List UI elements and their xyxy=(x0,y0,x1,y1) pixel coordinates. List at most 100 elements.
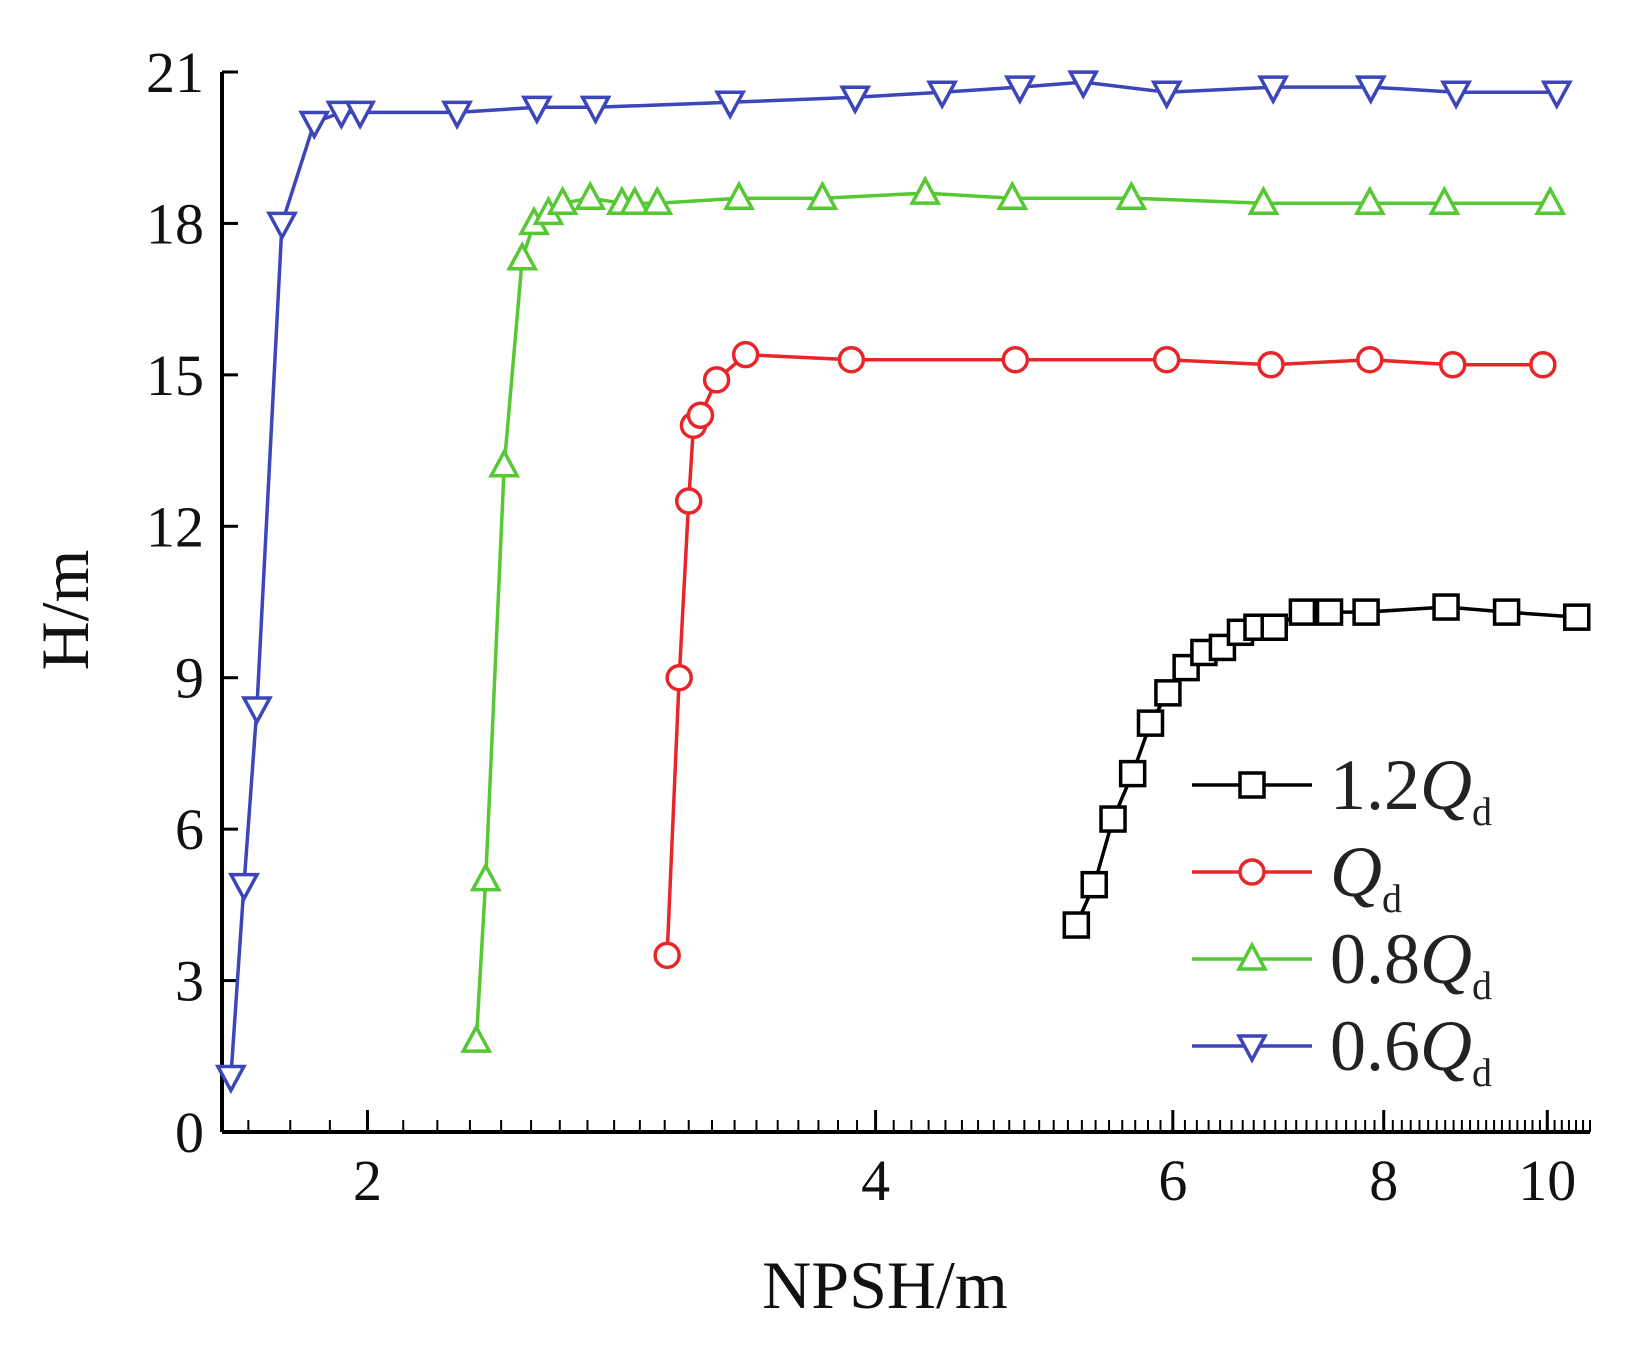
data-point xyxy=(806,180,839,210)
data-point xyxy=(714,90,747,120)
legend-marker xyxy=(1236,1034,1268,1064)
data-point xyxy=(641,185,674,215)
data-point xyxy=(1257,351,1285,379)
data-point xyxy=(665,663,693,692)
data-point xyxy=(441,100,474,131)
x-tick-label: 4 xyxy=(861,1148,890,1213)
data-point xyxy=(579,95,612,126)
x-axis-title: NPSH/m xyxy=(762,1247,1008,1323)
data-point xyxy=(618,185,651,215)
y-tick-label: 18 xyxy=(146,191,204,256)
y-tick-label: 0 xyxy=(175,1100,204,1165)
y-axis-title: H/m xyxy=(27,550,103,671)
y-tick-label: 9 xyxy=(175,646,204,711)
data-point xyxy=(1001,345,1030,374)
data-point xyxy=(1136,709,1165,737)
data-point xyxy=(1067,70,1100,100)
legend-entry: Qd xyxy=(1192,832,1402,921)
data-point xyxy=(1438,351,1467,379)
data-point xyxy=(1080,870,1108,899)
legend-entry: 0.8Qd xyxy=(1192,919,1492,1008)
data-point xyxy=(1428,185,1461,215)
series-line xyxy=(1074,605,1577,926)
data-point xyxy=(1152,345,1181,374)
data-point xyxy=(298,110,331,141)
data-point xyxy=(653,941,681,970)
data-point xyxy=(1534,185,1567,215)
data-point xyxy=(686,401,715,429)
data-point xyxy=(996,180,1029,210)
data-point xyxy=(546,185,579,215)
x-tick-label: 2 xyxy=(353,1148,382,1213)
data-point xyxy=(723,180,755,210)
data-point xyxy=(520,95,553,126)
legend-label: Qd xyxy=(1330,832,1402,921)
data-point xyxy=(1540,80,1573,110)
x-tick-label: 6 xyxy=(1158,1148,1187,1213)
series-layer xyxy=(214,70,1591,1095)
legend-marker xyxy=(1238,771,1266,799)
data-point xyxy=(839,85,872,115)
data-point xyxy=(1529,351,1557,379)
data-point xyxy=(488,448,521,478)
data-point xyxy=(1062,911,1091,939)
series-2 xyxy=(460,175,1567,1053)
data-point xyxy=(702,366,731,394)
data-point xyxy=(837,345,866,374)
data-point xyxy=(1354,75,1387,105)
legend-marker xyxy=(1238,858,1266,886)
data-point xyxy=(1440,80,1473,110)
data-point xyxy=(1492,598,1521,626)
data-point xyxy=(1353,185,1386,215)
data-point xyxy=(344,100,377,131)
legend-label: 1.2Qd xyxy=(1330,745,1492,834)
data-point xyxy=(1288,598,1317,626)
data-point xyxy=(228,872,260,903)
data-point xyxy=(574,180,607,210)
series-0 xyxy=(1062,593,1591,939)
data-point xyxy=(1208,633,1237,662)
data-point xyxy=(926,80,959,110)
data-point xyxy=(214,1064,247,1095)
legend-label: 0.6Qd xyxy=(1330,1006,1492,1095)
y-tick-label: 21 xyxy=(146,40,204,105)
series-3 xyxy=(214,70,1573,1095)
data-point xyxy=(1356,345,1384,374)
data-point xyxy=(266,211,298,242)
data-point xyxy=(674,487,703,515)
x-tick-label: 8 xyxy=(1369,1148,1398,1213)
series-1 xyxy=(653,340,1557,970)
data-point xyxy=(469,861,502,892)
series-line xyxy=(665,352,1543,956)
data-point xyxy=(909,175,942,205)
y-tick-label: 3 xyxy=(175,949,204,1014)
y-tick-label: 15 xyxy=(146,343,204,408)
data-point xyxy=(1247,185,1280,215)
data-point xyxy=(1099,805,1127,833)
data-point xyxy=(240,696,273,726)
x-tick-label: 10 xyxy=(1518,1148,1576,1213)
data-point xyxy=(1003,75,1036,105)
series-line xyxy=(229,80,1557,1077)
y-tick-label: 6 xyxy=(175,797,204,862)
data-point xyxy=(1118,759,1147,788)
data-point xyxy=(1154,679,1182,707)
data-point xyxy=(1257,75,1290,105)
data-point xyxy=(1315,598,1344,626)
data-point xyxy=(1352,598,1380,626)
data-point xyxy=(1432,593,1460,621)
data-point xyxy=(1150,80,1183,110)
y-tick-label: 12 xyxy=(146,494,204,559)
legend-label: 0.8Qd xyxy=(1330,919,1492,1008)
legend-entry: 1.2Qd xyxy=(1192,745,1492,834)
legend-entry: 0.6Qd xyxy=(1192,1006,1492,1095)
legend-marker xyxy=(1236,941,1268,971)
data-point xyxy=(1562,603,1591,631)
data-point xyxy=(731,340,760,369)
data-point xyxy=(506,241,539,271)
data-point xyxy=(325,100,358,131)
data-point xyxy=(460,1023,493,1053)
data-point xyxy=(1260,613,1288,641)
